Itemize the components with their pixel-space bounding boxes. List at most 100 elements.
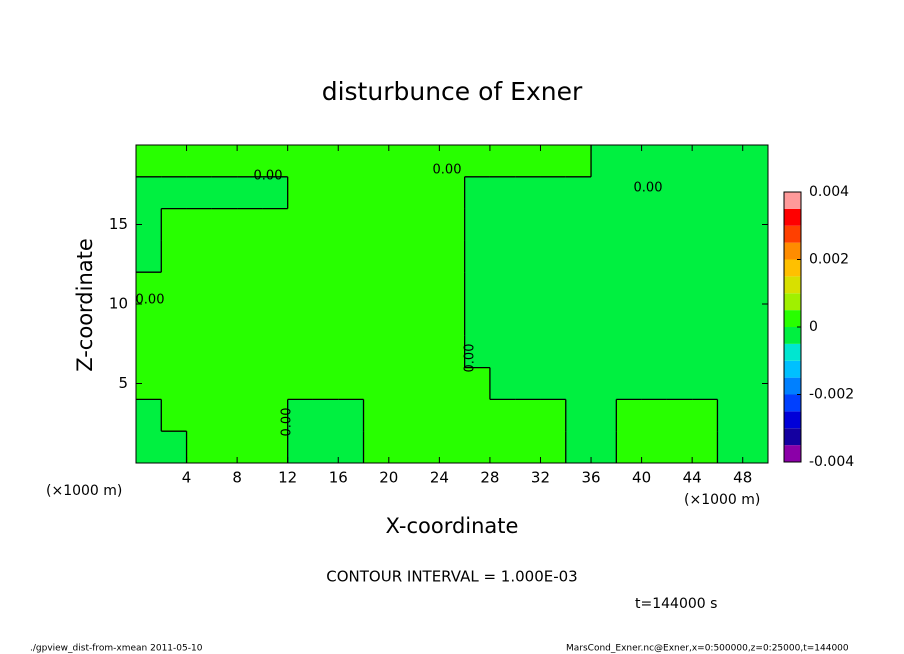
field-cell <box>388 431 415 464</box>
field-cell <box>237 272 263 305</box>
field-cell <box>489 431 516 464</box>
field-cell <box>565 208 592 241</box>
colorbar-swatch <box>784 225 801 243</box>
field-cell <box>641 335 668 369</box>
field-cell <box>666 176 693 210</box>
field-cell <box>616 399 643 432</box>
field-cell <box>489 240 516 273</box>
field-cell <box>312 145 339 178</box>
field-cell <box>717 335 744 369</box>
field-cell <box>515 176 541 210</box>
field-cell <box>186 145 213 178</box>
field-cell <box>262 335 289 369</box>
field-cell <box>414 145 440 178</box>
field-cell <box>540 367 567 400</box>
field-cell <box>515 399 541 432</box>
field-cell <box>439 431 466 464</box>
field-cell <box>742 176 769 210</box>
field-cell <box>591 176 617 210</box>
x-tick-label: 16 <box>329 469 348 487</box>
field-cell <box>565 304 592 337</box>
field-cell <box>186 208 213 241</box>
field-cell <box>338 272 365 305</box>
field-cell <box>262 399 289 432</box>
colorbar-tick-label: 0 <box>809 319 818 335</box>
field-cell <box>338 208 365 241</box>
field-cell <box>414 399 440 432</box>
field-cell <box>439 176 466 210</box>
field-cell <box>591 304 617 337</box>
field-cell <box>464 367 491 400</box>
field-cell <box>515 145 541 178</box>
chart-title: disturbunce of Exner <box>322 77 583 106</box>
field-cell <box>338 335 365 369</box>
field-cell <box>489 272 516 305</box>
field-cell <box>666 304 693 337</box>
field-cell <box>717 304 744 337</box>
field-cell <box>414 304 440 337</box>
colorbar-swatch <box>784 242 801 260</box>
x-tick-label: 28 <box>480 469 499 487</box>
field-cell <box>338 367 365 400</box>
field-cell <box>717 208 744 241</box>
colorbar-swatch <box>784 411 801 429</box>
field-cell <box>540 431 567 464</box>
y-tick-label: 15 <box>109 215 128 233</box>
field-cell <box>414 431 440 464</box>
field-cell <box>540 208 567 241</box>
field-cell <box>464 176 491 210</box>
contour-label: 0.00 <box>463 344 478 373</box>
field-cell <box>515 240 541 273</box>
field-cell <box>161 304 188 337</box>
field-cell <box>439 145 466 178</box>
field-cell <box>363 367 390 400</box>
field-cell <box>414 367 440 400</box>
field-cell <box>666 367 693 400</box>
field-cell <box>338 145 365 178</box>
field-cell <box>489 208 516 241</box>
field-cell <box>540 335 567 369</box>
field-cell <box>262 145 289 178</box>
footer: ./gpview_dist-from-xmean 2011-05-10 <box>30 644 203 654</box>
field-cell <box>262 208 289 241</box>
field-cell <box>312 399 339 432</box>
colorbar-swatch <box>784 360 801 378</box>
field-cell <box>136 335 162 369</box>
field-cell <box>666 399 693 432</box>
field-cell <box>742 145 769 178</box>
field-cell <box>186 431 213 464</box>
field-cell <box>591 240 617 273</box>
y-tick-label: 5 <box>118 374 128 392</box>
field-cell <box>666 272 693 305</box>
field-cell <box>464 431 491 464</box>
field-cell <box>540 399 567 432</box>
field-cell <box>287 367 314 400</box>
field-cell <box>666 145 693 178</box>
field-cell <box>666 240 693 273</box>
field-cell <box>515 367 541 400</box>
x-tick-label: 20 <box>379 469 398 487</box>
field-cell <box>363 272 390 305</box>
field-cell <box>161 431 188 464</box>
field-cell <box>439 272 466 305</box>
field-cell <box>388 240 415 273</box>
field-cell <box>388 304 415 337</box>
field-cell <box>439 304 466 337</box>
field-cell <box>312 304 339 337</box>
contour-label: 0.00 <box>254 169 283 184</box>
colorbar-swatch <box>784 208 801 226</box>
colorbar-swatch <box>784 293 801 311</box>
field-cell <box>692 335 718 369</box>
colorbar-swatch <box>784 310 801 327</box>
field-cell <box>489 145 516 178</box>
field-cell <box>717 431 744 464</box>
field-cell <box>439 399 466 432</box>
field-cell <box>363 208 390 241</box>
footer: MarsCond_Exner.nc@Exner,x=0:500000,z=0:2… <box>566 644 849 654</box>
field-cell <box>186 176 213 210</box>
field-cell <box>540 145 567 178</box>
field-cell <box>262 431 289 464</box>
field-cell <box>287 176 314 210</box>
field-cell <box>363 335 390 369</box>
